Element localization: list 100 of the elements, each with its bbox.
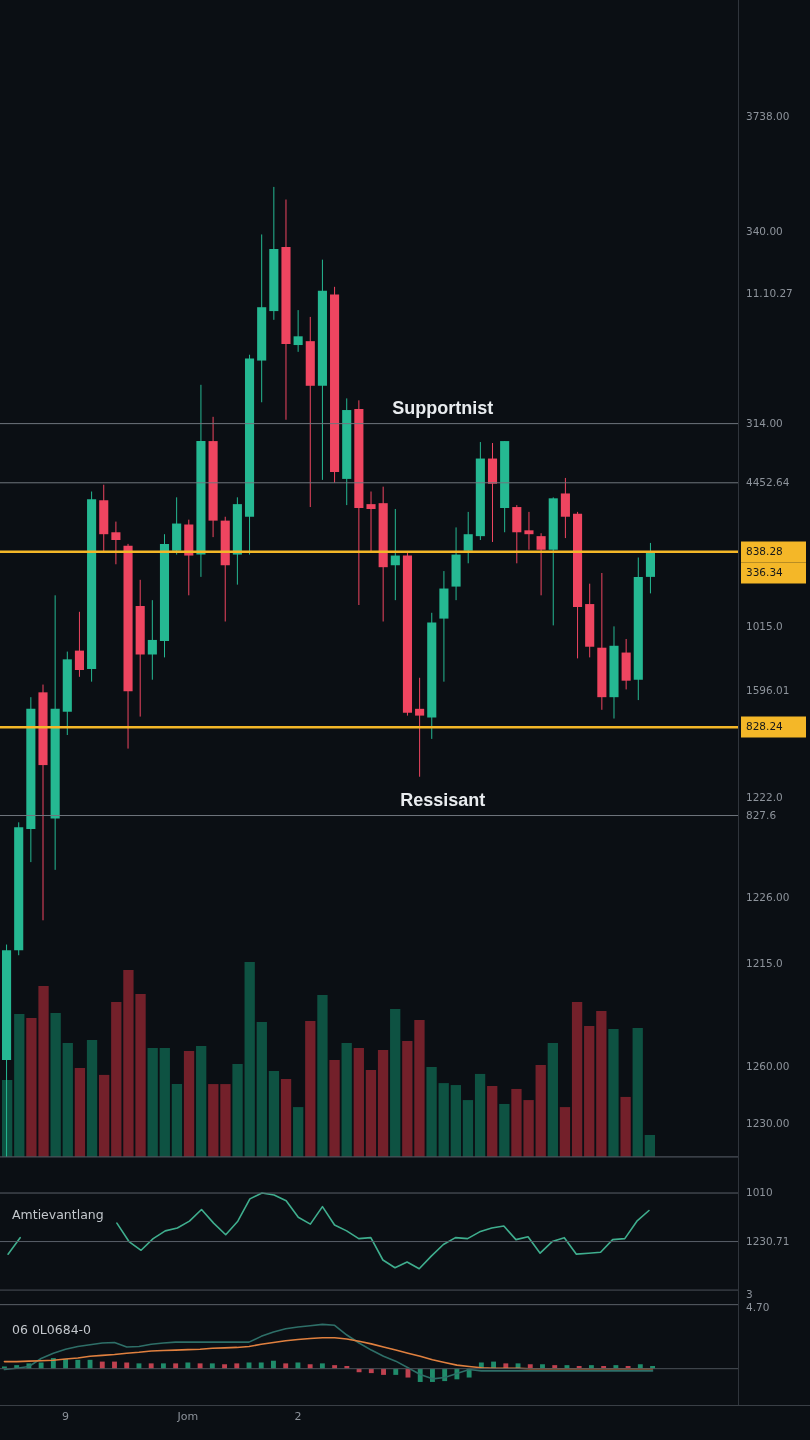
bar xyxy=(50,1013,61,1157)
bar xyxy=(535,1064,546,1157)
bar xyxy=(402,1040,413,1157)
bar xyxy=(305,1021,316,1157)
candlestick xyxy=(147,599,157,681)
bar xyxy=(208,1084,219,1157)
text: 1015.0 xyxy=(746,620,783,632)
x-tick-label: 9 xyxy=(62,1409,70,1423)
text: 1010 xyxy=(746,1186,773,1198)
bar xyxy=(124,1362,130,1369)
candlestick xyxy=(366,491,376,553)
bar xyxy=(527,1364,533,1369)
bar xyxy=(147,1047,158,1157)
candlestick xyxy=(560,477,570,539)
bar xyxy=(462,1100,474,1157)
bar xyxy=(173,1363,179,1369)
bar xyxy=(499,1103,510,1157)
bar xyxy=(632,1027,643,1157)
bar xyxy=(196,1046,207,1157)
bar xyxy=(596,1010,607,1157)
bar xyxy=(62,1042,73,1157)
text: 314.00 xyxy=(746,417,783,429)
bar xyxy=(86,1040,98,1157)
bar xyxy=(317,994,328,1157)
bar xyxy=(256,1022,267,1157)
text: 340.00 xyxy=(746,225,783,237)
bar xyxy=(209,1363,215,1369)
bar xyxy=(608,1029,619,1157)
candlestick xyxy=(74,611,84,678)
candlestick xyxy=(293,309,303,353)
bar xyxy=(244,962,255,1157)
bar xyxy=(307,1364,313,1369)
bar xyxy=(381,1368,386,1375)
x-tick-label: 2 xyxy=(294,1409,302,1423)
bar xyxy=(160,1363,166,1369)
bar xyxy=(232,1063,243,1157)
bar xyxy=(368,1368,374,1374)
candlestick xyxy=(536,532,546,596)
bar xyxy=(540,1364,545,1369)
bar xyxy=(620,1096,631,1157)
bar xyxy=(171,1084,183,1157)
text: 1215.0 xyxy=(746,957,783,969)
text: 1260.00 xyxy=(746,1060,790,1072)
text: 1230.00 xyxy=(746,1117,790,1129)
bar xyxy=(38,1362,44,1369)
bar xyxy=(341,1042,352,1157)
bar xyxy=(268,1071,280,1157)
bar xyxy=(637,1364,643,1369)
bar xyxy=(584,1025,595,1157)
bar xyxy=(183,1050,195,1157)
chart-title: 06 0L0684-0 xyxy=(12,1322,92,1337)
text: 1596.01 xyxy=(746,684,790,696)
bar xyxy=(438,1083,449,1157)
bar xyxy=(74,1068,86,1157)
bar xyxy=(487,1086,498,1157)
bar xyxy=(353,1047,364,1157)
bar xyxy=(111,1001,122,1157)
bar xyxy=(280,1079,292,1157)
bar xyxy=(283,1363,289,1369)
bar xyxy=(159,1047,170,1157)
text: 3 xyxy=(746,1288,753,1300)
bar xyxy=(365,1070,377,1157)
text: Amtievantlang xyxy=(12,1207,104,1222)
bar xyxy=(559,1107,571,1157)
bar xyxy=(185,1362,191,1369)
ref-line-label: Ressisant xyxy=(400,789,486,810)
ref-line-label: Supportnist xyxy=(392,397,494,418)
bar xyxy=(99,1074,110,1157)
bar xyxy=(414,1019,425,1157)
bar xyxy=(295,1362,301,1369)
text: 827.6 xyxy=(746,809,777,821)
text: 1226.00 xyxy=(746,891,790,903)
bar xyxy=(222,1364,227,1369)
bar xyxy=(571,1001,583,1157)
bar xyxy=(75,1359,81,1369)
candlestick xyxy=(390,508,400,601)
bar xyxy=(234,1363,240,1369)
bar xyxy=(220,1084,231,1157)
bar xyxy=(644,1134,655,1157)
text: 11.10.27 xyxy=(746,287,793,299)
text: 1230.71 xyxy=(746,1235,790,1247)
bar xyxy=(258,1362,264,1369)
text: 4452.64 xyxy=(746,476,790,488)
x-tick-label: Jom xyxy=(176,1409,199,1423)
candlestick xyxy=(415,677,425,778)
text: 4.70 xyxy=(746,1301,770,1313)
bar xyxy=(293,1107,304,1157)
bar xyxy=(390,1009,401,1157)
bar xyxy=(377,1049,389,1157)
text: 838.28 xyxy=(746,545,783,557)
bar xyxy=(426,1066,437,1157)
bar xyxy=(2,1366,7,1369)
candlestick xyxy=(463,511,473,564)
bar xyxy=(329,1060,340,1157)
candlestick xyxy=(524,511,534,551)
text: 3738.00 xyxy=(746,110,790,122)
text: 828.24 xyxy=(746,720,784,732)
text: 336.34 xyxy=(746,566,784,578)
bar xyxy=(450,1085,461,1157)
bar xyxy=(547,1042,558,1157)
